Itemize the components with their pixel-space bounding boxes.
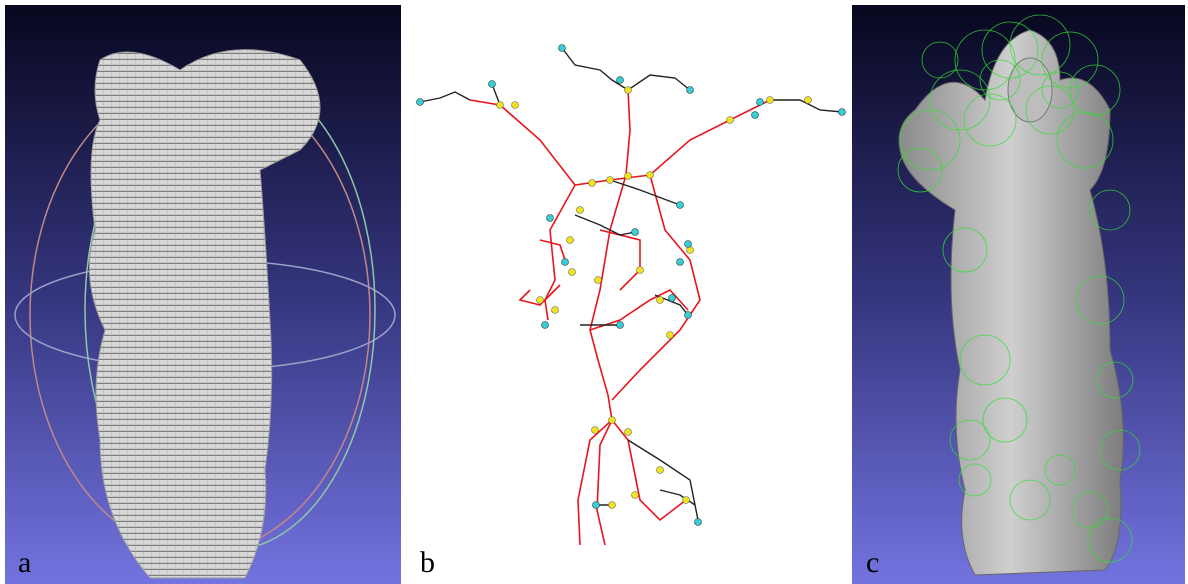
circle-shape: [669, 295, 676, 302]
circle-shape: [625, 429, 632, 436]
circle-shape: [757, 99, 764, 106]
circle-shape: [512, 102, 519, 109]
circle-shape: [497, 102, 504, 109]
circle-shape: [593, 502, 600, 509]
panel-label: b: [420, 546, 435, 579]
circle-shape: [632, 229, 639, 236]
circle-shape: [683, 497, 690, 504]
circle-shape: [625, 87, 632, 94]
circle-shape: [677, 202, 684, 209]
circle-shape: [805, 97, 812, 104]
circle-shape: [839, 109, 846, 116]
circle-shape: [589, 180, 596, 187]
circle-shape: [417, 99, 424, 106]
circle-shape: [592, 427, 599, 434]
circle-shape: [685, 241, 692, 248]
circle-shape: [607, 177, 614, 184]
circle-shape: [727, 117, 734, 124]
circle-shape: [617, 77, 624, 84]
circle-shape: [542, 322, 549, 329]
panel-a: a: [5, 5, 401, 584]
circle-shape: [595, 277, 602, 284]
circle-shape: [752, 112, 759, 119]
circle-shape: [489, 81, 496, 88]
panel-b: b: [405, 5, 848, 584]
panel-c: c: [852, 5, 1185, 584]
circle-shape: [695, 519, 702, 526]
circle-shape: [677, 259, 684, 266]
circle-shape: [547, 215, 554, 222]
figure: a: [0, 0, 1188, 584]
panel-label: a: [18, 546, 31, 579]
circle-shape: [767, 97, 774, 104]
circle-shape: [537, 297, 544, 304]
circle-shape: [609, 417, 616, 424]
circle-shape: [617, 322, 624, 329]
panel-label: c: [866, 546, 879, 579]
circle-shape: [577, 207, 584, 214]
circle-shape: [562, 259, 569, 266]
circle-shape: [552, 307, 559, 314]
circle-shape: [609, 502, 616, 509]
circle-shape: [647, 172, 654, 179]
circle-shape: [567, 237, 574, 244]
circle-shape: [657, 467, 664, 474]
circle-shape: [637, 267, 644, 274]
circle-shape: [685, 312, 692, 319]
circle-shape: [657, 297, 664, 304]
circle-shape: [559, 45, 566, 52]
circle-shape: [569, 269, 576, 276]
circle-shape: [625, 173, 632, 180]
circle-shape: [667, 332, 674, 339]
circle-shape: [632, 492, 639, 499]
circle-shape: [687, 87, 694, 94]
